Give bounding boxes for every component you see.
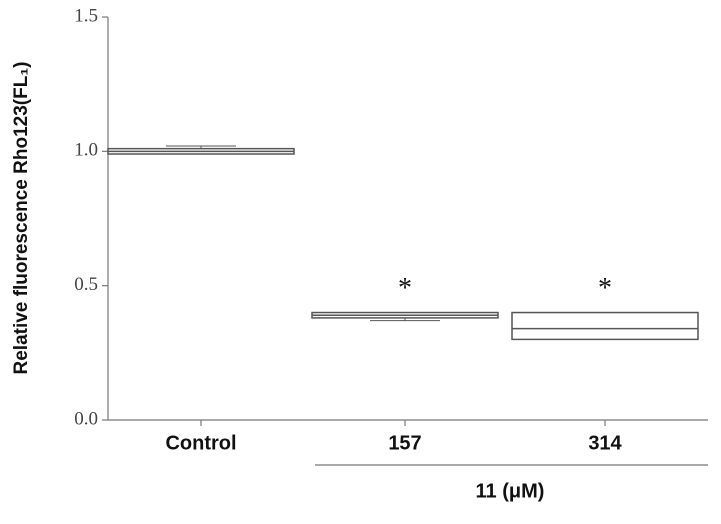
- box: [511, 311, 699, 341]
- x-tick-label: 157: [388, 432, 421, 454]
- group-label: 11 (μM): [476, 480, 545, 502]
- x-tick-label: Control: [165, 432, 236, 454]
- significance: *: [598, 273, 612, 304]
- y-tick-label: 0.0: [74, 408, 98, 429]
- y-tick-label: 1.0: [74, 140, 98, 161]
- y-tick-label: 1.5: [74, 5, 98, 26]
- x-tick-label: 314: [588, 432, 622, 454]
- y-tick-label: 0.5: [74, 274, 98, 295]
- significance: *: [398, 273, 412, 304]
- y-axis-label: Relative fluorescence Rho123(FL₁): [11, 61, 32, 374]
